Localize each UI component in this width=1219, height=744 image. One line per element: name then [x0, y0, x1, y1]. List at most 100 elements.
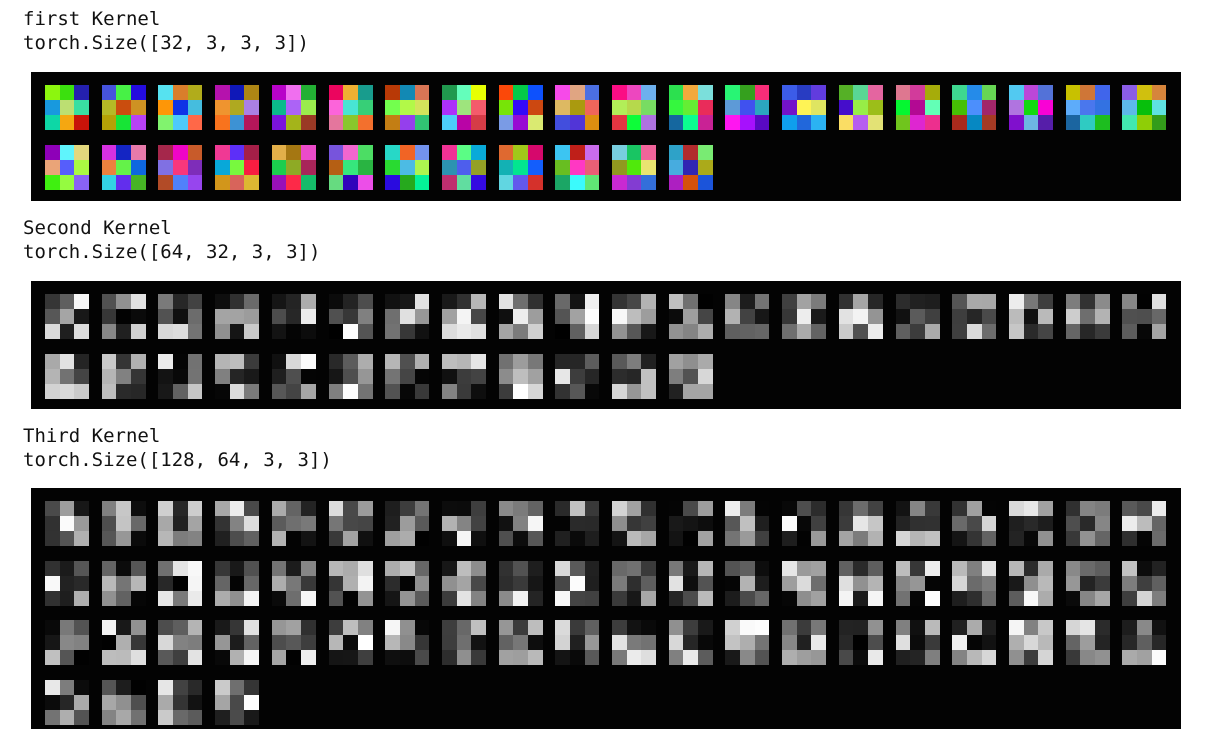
kernel-pixel — [244, 620, 260, 635]
kernel-thumbnail — [782, 294, 827, 339]
kernel-pixel — [328, 159, 344, 175]
kernel-pixel — [343, 590, 358, 606]
kernel-pixel — [244, 85, 260, 100]
kernel-pixel — [441, 635, 457, 650]
kernel-pixel — [244, 635, 260, 650]
kernel-pixel — [1023, 324, 1039, 339]
kernel-pixel — [981, 590, 997, 606]
kernel-pixel — [187, 709, 203, 725]
kernel-pixel — [698, 144, 713, 160]
kernel-pixel — [1094, 575, 1110, 591]
kernel-pixel — [74, 501, 89, 516]
kernel-pixel — [215, 85, 230, 100]
kernel-pixel — [853, 620, 869, 635]
kernel-pixel — [498, 590, 514, 606]
kernel-pixel — [641, 531, 656, 546]
kernel-pixel — [271, 115, 287, 130]
kernel-pixel — [782, 309, 797, 324]
kernel-pixel — [683, 560, 699, 576]
kernel-pixel — [698, 100, 713, 115]
kernel-pixel — [1023, 309, 1039, 324]
kernel-pixel — [271, 100, 287, 115]
kernel-pixel — [414, 590, 430, 606]
kernel-pixel — [456, 501, 472, 516]
kernel-pixel — [754, 309, 770, 324]
kernel-pixel — [456, 620, 472, 635]
kernel-pixel — [1038, 324, 1053, 339]
kernel-thumbnail — [668, 294, 713, 339]
kernel-pixel — [626, 531, 642, 546]
kernel-pixel — [1080, 501, 1095, 516]
kernel-pixel — [229, 368, 245, 384]
kernel-thumbnail — [725, 501, 770, 546]
kernel-pixel — [782, 85, 797, 100]
kernel-pixel — [1023, 560, 1039, 576]
kernel-pixel — [555, 383, 570, 399]
kernel-pixel — [1094, 501, 1110, 516]
kernel-pixel — [131, 679, 146, 695]
kernel-pixel — [301, 368, 316, 384]
kernel-pixel — [853, 516, 869, 531]
kernel-pixel — [286, 324, 302, 339]
kernel-pixel — [584, 100, 600, 115]
kernel-pixel — [513, 85, 528, 100]
kernel-pixel — [1080, 309, 1095, 324]
kernel-thumbnail — [668, 144, 713, 190]
kernel-pixel — [229, 590, 245, 606]
kernel-pixel — [187, 501, 203, 516]
kernel-pixel — [414, 620, 430, 635]
kernel-pixel — [456, 144, 472, 160]
kernel-pixel — [215, 383, 230, 399]
kernel-pixel — [1136, 501, 1152, 516]
kernel-pixel — [952, 324, 967, 339]
kernel-pixel — [173, 324, 188, 339]
kernel-pixel — [1038, 100, 1053, 115]
kernel-pixel — [683, 100, 699, 115]
kernel-pixel — [215, 650, 230, 665]
kernel-pixel — [286, 115, 302, 130]
kernel-pixel — [513, 531, 528, 546]
kernel-pixel — [328, 383, 344, 399]
kernel-thumbnail — [895, 294, 940, 339]
kernel-pixel — [229, 679, 245, 695]
kernel-pixel — [981, 531, 997, 546]
kernel-thumbnail — [385, 294, 430, 339]
kernel-pixel — [811, 115, 827, 130]
kernel-pixel — [796, 100, 812, 115]
kernel-pixel — [244, 100, 260, 115]
kernel-pixel — [1151, 309, 1167, 324]
kernel-pixel — [1065, 650, 1081, 665]
kernel-pixel — [173, 174, 188, 190]
kernel-pixel — [1080, 575, 1095, 591]
kernel-thumbnail — [782, 560, 827, 606]
kernel-thumbnail — [555, 85, 600, 130]
kernel-pixel — [952, 620, 967, 635]
kernel-pixel — [1122, 309, 1137, 324]
kernel-pixel — [725, 85, 741, 100]
kernel-pixel — [924, 650, 940, 665]
kernel-pixel — [838, 620, 854, 635]
kernel-pixel — [441, 100, 457, 115]
kernel-pixel — [399, 324, 415, 339]
kernel-pixel — [498, 620, 514, 635]
kernel-pixel — [286, 575, 302, 591]
kernel-pixel — [215, 620, 230, 635]
kernel-pixel — [357, 620, 373, 635]
kernel-pixel — [116, 100, 132, 115]
kernel-thumbnail — [45, 620, 89, 665]
kernel-thumbnail — [612, 85, 656, 130]
kernel-thumbnail — [101, 679, 146, 725]
kernel-pixel — [1008, 294, 1024, 309]
kernel-pixel — [74, 159, 89, 175]
kernel-pixel — [343, 635, 358, 650]
kernel-pixel — [414, 531, 430, 546]
kernel-pixel — [74, 590, 89, 606]
kernel-pixel — [853, 324, 869, 339]
kernel-pixel — [895, 531, 911, 546]
kernel-grid-first — [31, 72, 1181, 201]
kernel-pixel — [229, 650, 245, 665]
kernel-shape: torch.Size([64, 32, 3, 3]) — [23, 241, 321, 263]
kernel-pixel — [641, 159, 656, 175]
kernel-pixel — [74, 679, 89, 695]
kernel-pixel — [782, 115, 797, 130]
